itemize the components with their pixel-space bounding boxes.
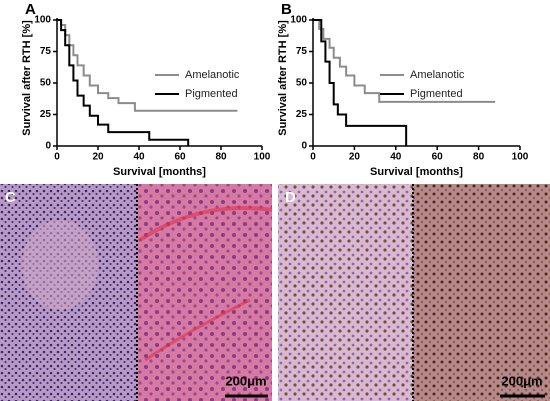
scale-bar-label: 200μm [501, 373, 542, 388]
x-axis-title: Survival [months] [113, 166, 206, 178]
image-d [278, 184, 550, 401]
x-tick-label: 60 [432, 152, 444, 163]
x-tick-label: 0 [54, 152, 60, 163]
survival-curve [57, 19, 190, 146]
legend-label: Pigmented [410, 88, 463, 100]
y-tick-label: 0 [301, 141, 307, 152]
y-tick-label: 100 [290, 15, 307, 26]
image-c [0, 184, 273, 401]
survival-curve [313, 19, 496, 103]
x-tick-label: 60 [174, 152, 186, 163]
x-tick-label: 80 [215, 152, 227, 163]
y-tick-label: 50 [296, 78, 308, 89]
legend-label: Amelanotic [410, 69, 465, 81]
panel-label: B [281, 1, 292, 18]
x-tick-label: 100 [512, 152, 529, 163]
x-tick-label: 0 [310, 152, 316, 163]
x-axis-title: Survival [months] [370, 166, 463, 178]
x-tick-label: 20 [92, 152, 104, 163]
y-tick-label: 75 [296, 46, 308, 57]
survival-curve [313, 19, 408, 146]
y-tick-label: 25 [40, 109, 52, 120]
y-tick-label: 100 [34, 15, 51, 26]
x-tick-label: 40 [133, 152, 145, 163]
panel-label: A [25, 1, 36, 18]
y-tick-label: 50 [40, 78, 52, 89]
legend-label: Amelanotic [185, 69, 240, 81]
legend-label: Pigmented [185, 88, 238, 100]
y-axis-title: Survival after RTH [%] [21, 20, 33, 136]
x-tick-label: 40 [390, 152, 402, 163]
y-tick-label: 25 [296, 109, 308, 120]
panel-label: D [285, 189, 296, 206]
y-axis-title: Survival after RTH [%] [277, 20, 289, 136]
scale-bar-label: 200μm [225, 373, 266, 388]
y-tick-label: 75 [40, 46, 52, 57]
x-tick-label: 100 [254, 152, 271, 163]
y-tick-label: 0 [45, 141, 51, 152]
panel-label: C [5, 189, 16, 206]
x-tick-label: 20 [349, 152, 361, 163]
x-tick-label: 80 [473, 152, 485, 163]
